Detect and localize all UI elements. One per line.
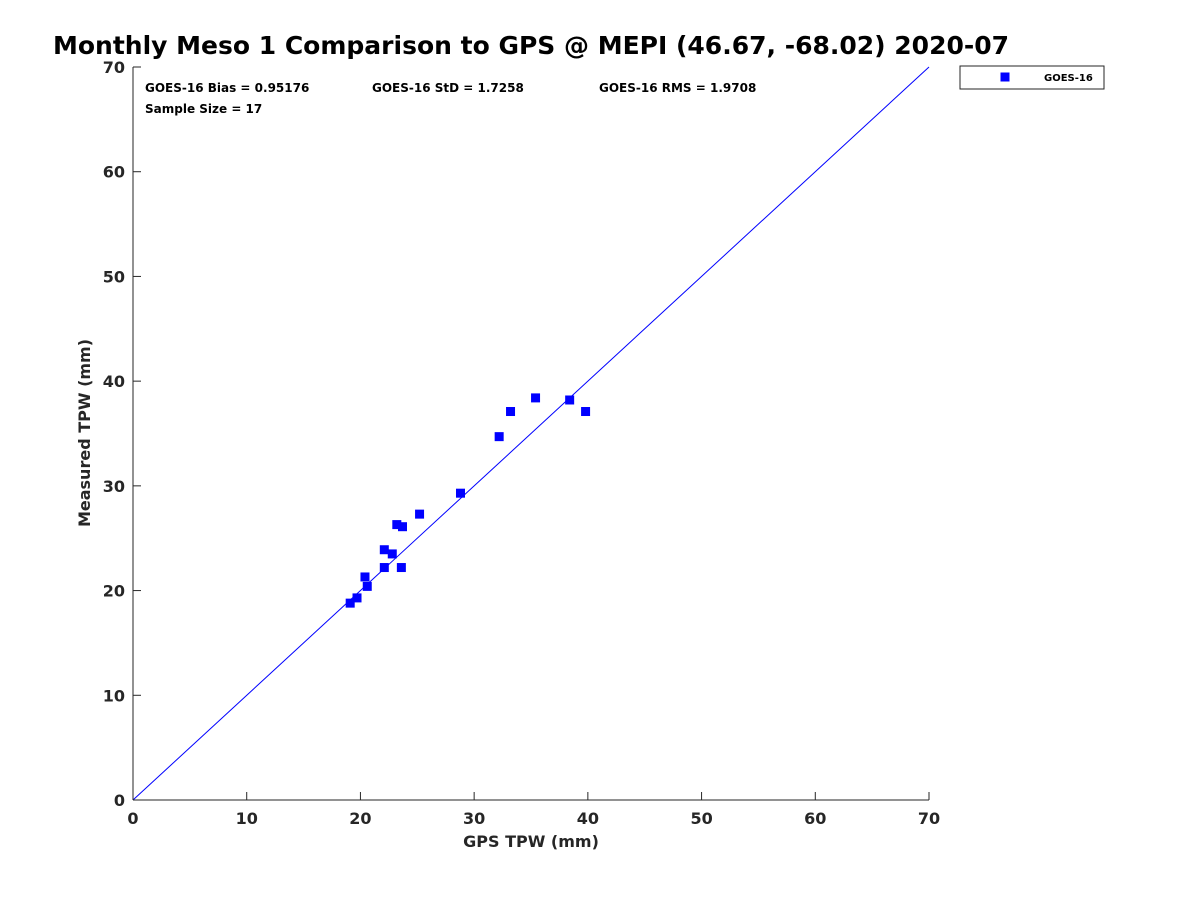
data-point (352, 593, 362, 603)
y-ticks: 0 10 20 30 40 50 60 70 (103, 58, 141, 810)
y-tick-label: 0 (114, 791, 125, 810)
y-tick-label: 50 (103, 267, 125, 286)
legend-label-goes16: GOES-16 (1044, 73, 1093, 84)
axes (132, 67, 929, 801)
legend: GOES-16 (959, 65, 1105, 90)
x-tick-label: 20 (349, 809, 371, 828)
x-tick-label: 10 (236, 809, 258, 828)
y-tick-label: 30 (103, 477, 125, 496)
plot-area: 0 10 20 30 40 50 60 70 0 10 20 30 40 50 60 70 (103, 58, 940, 828)
data-point (345, 598, 355, 608)
one-to-one-line (132, 66, 930, 801)
data-point (398, 522, 408, 532)
data-point (396, 563, 406, 573)
legend-box (959, 65, 1105, 90)
x-tick-label: 0 (127, 809, 138, 828)
x-tick-label: 70 (918, 809, 940, 828)
data-point (415, 509, 425, 519)
reference-line-layer (132, 66, 930, 801)
data-point (387, 549, 397, 559)
y-tick-label: 10 (103, 686, 125, 705)
y-tick-label: 20 (103, 582, 125, 601)
y-tick-label: 70 (103, 58, 125, 77)
data-point (379, 563, 389, 573)
x-axis-label: GPS TPW (mm) (463, 832, 599, 851)
data-point (506, 407, 516, 417)
x-tick-label: 60 (804, 809, 826, 828)
data-point (392, 520, 402, 530)
sample-size-stat: Sample Size = 17 (145, 102, 262, 116)
chart-title: Monthly Meso 1 Comparison to GPS @ MEPI … (53, 31, 1009, 60)
x-tick-label: 30 (463, 809, 485, 828)
data-point (379, 545, 389, 555)
data-point (360, 572, 370, 582)
legend-marker-goes16 (1000, 72, 1010, 82)
data-point (455, 488, 465, 498)
data-point (531, 393, 541, 403)
y-axis-label: Measured TPW (mm) (75, 339, 94, 527)
data-point (581, 407, 591, 417)
data-points (345, 393, 591, 608)
std-stat: GOES-16 StD = 1.7258 (372, 81, 524, 95)
x-tick-label: 40 (577, 809, 599, 828)
y-tick-label: 60 (103, 163, 125, 182)
x-ticks: 0 10 20 30 40 50 60 70 (127, 792, 940, 828)
rms-stat: GOES-16 RMS = 1.9708 (599, 81, 756, 95)
x-tick-label: 50 (690, 809, 712, 828)
data-point (494, 432, 504, 442)
bias-stat: GOES-16 Bias = 0.95176 (145, 81, 309, 95)
data-point (565, 395, 575, 405)
data-point (362, 581, 372, 591)
y-tick-label: 40 (103, 372, 125, 391)
